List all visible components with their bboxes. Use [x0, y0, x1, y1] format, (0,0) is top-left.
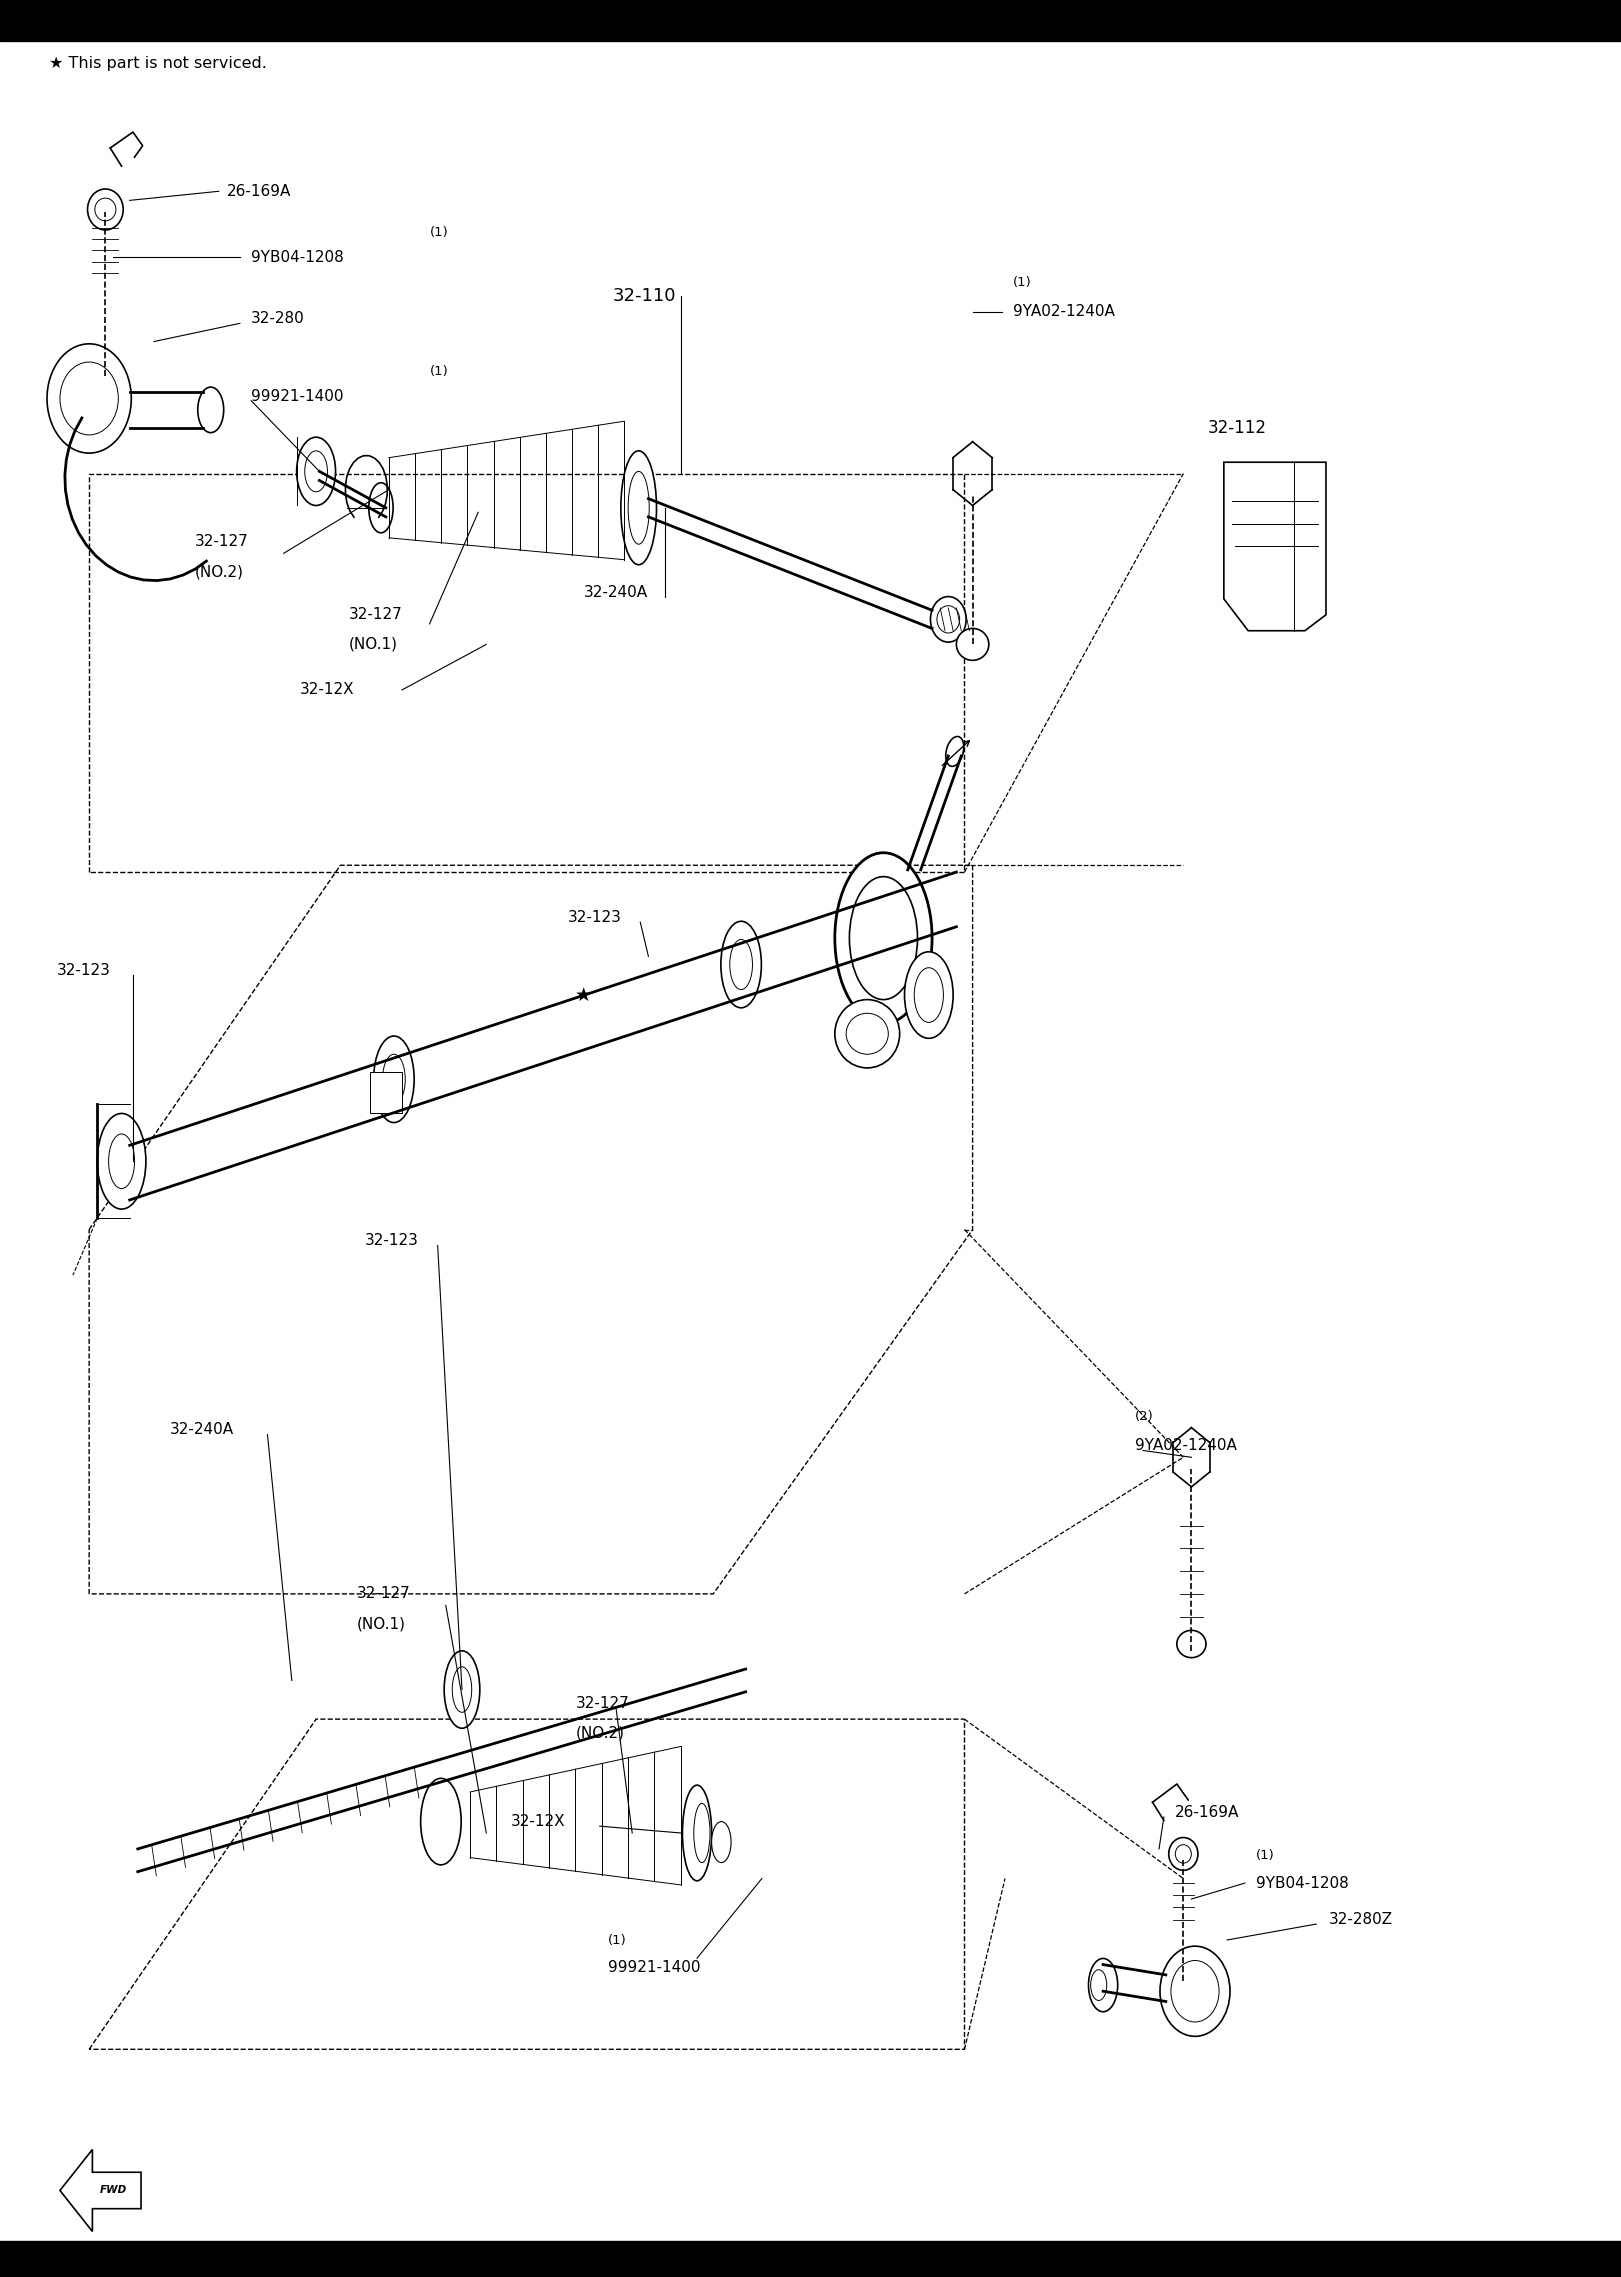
Ellipse shape	[682, 1785, 712, 1881]
Text: 26-169A: 26-169A	[227, 184, 292, 198]
Text: 32-240A: 32-240A	[170, 1423, 235, 1437]
Text: 32-123: 32-123	[567, 911, 621, 924]
Ellipse shape	[88, 189, 123, 230]
Text: (1): (1)	[608, 1933, 627, 1947]
Ellipse shape	[1169, 1838, 1198, 1869]
Text: ★ This part is not serviced.: ★ This part is not serviced.	[49, 57, 266, 71]
Ellipse shape	[297, 437, 336, 505]
Ellipse shape	[1177, 1630, 1206, 1658]
Ellipse shape	[1088, 1958, 1117, 2013]
Text: ★: ★	[575, 986, 592, 1004]
Text: (1): (1)	[1256, 1849, 1276, 1863]
Text: (1): (1)	[430, 364, 449, 378]
Ellipse shape	[956, 628, 989, 660]
Ellipse shape	[621, 451, 657, 565]
Text: 9YA02-1240A: 9YA02-1240A	[1135, 1439, 1237, 1453]
Ellipse shape	[945, 735, 964, 767]
Text: 9YA02-1240A: 9YA02-1240A	[1013, 305, 1115, 319]
Text: 26-169A: 26-169A	[1175, 1806, 1240, 1819]
Ellipse shape	[1161, 1947, 1230, 2036]
Text: FWD: FWD	[101, 2186, 126, 2195]
Ellipse shape	[97, 1113, 146, 1209]
Text: (1): (1)	[430, 225, 449, 239]
Text: 99921-1400: 99921-1400	[251, 389, 344, 403]
Text: 32-127: 32-127	[357, 1587, 410, 1601]
Text: 9YB04-1208: 9YB04-1208	[251, 250, 344, 264]
Text: 32-12X: 32-12X	[511, 1815, 566, 1828]
Ellipse shape	[712, 1822, 731, 1863]
Text: (2): (2)	[1135, 1409, 1154, 1423]
Text: 9YB04-1208: 9YB04-1208	[1256, 1876, 1349, 1890]
Ellipse shape	[835, 852, 932, 1025]
Ellipse shape	[835, 1000, 900, 1068]
Polygon shape	[1224, 462, 1326, 631]
Text: (NO.1): (NO.1)	[357, 1617, 405, 1630]
Text: 99921-1400: 99921-1400	[608, 1960, 700, 1974]
Text: 32-280: 32-280	[251, 312, 305, 326]
Text: (NO.2): (NO.2)	[575, 1726, 624, 1740]
Text: (NO.1): (NO.1)	[349, 638, 397, 651]
Text: 32-127: 32-127	[349, 608, 402, 622]
Text: 32-280Z: 32-280Z	[1329, 1913, 1394, 1926]
Bar	[0, 0, 1621, 41]
Bar	[0, 2241, 1621, 2277]
Text: 32-123: 32-123	[57, 963, 110, 977]
Text: 32-12X: 32-12X	[300, 683, 355, 697]
Text: 32-110: 32-110	[613, 287, 676, 305]
Ellipse shape	[198, 387, 224, 433]
Text: 32-127: 32-127	[195, 535, 248, 549]
Ellipse shape	[373, 1036, 413, 1123]
Bar	[370, 1072, 402, 1113]
Text: (NO.2): (NO.2)	[195, 565, 243, 578]
Text: 32-127: 32-127	[575, 1696, 629, 1710]
Text: 32-112: 32-112	[1208, 419, 1266, 437]
Ellipse shape	[721, 922, 762, 1009]
Ellipse shape	[444, 1651, 480, 1728]
Text: 32-123: 32-123	[365, 1234, 418, 1248]
Ellipse shape	[47, 344, 131, 453]
Ellipse shape	[420, 1778, 460, 1865]
Ellipse shape	[930, 597, 966, 642]
Text: (1): (1)	[1013, 276, 1033, 289]
Text: 32-240A: 32-240A	[584, 585, 648, 599]
Ellipse shape	[905, 952, 953, 1038]
Ellipse shape	[368, 483, 392, 533]
